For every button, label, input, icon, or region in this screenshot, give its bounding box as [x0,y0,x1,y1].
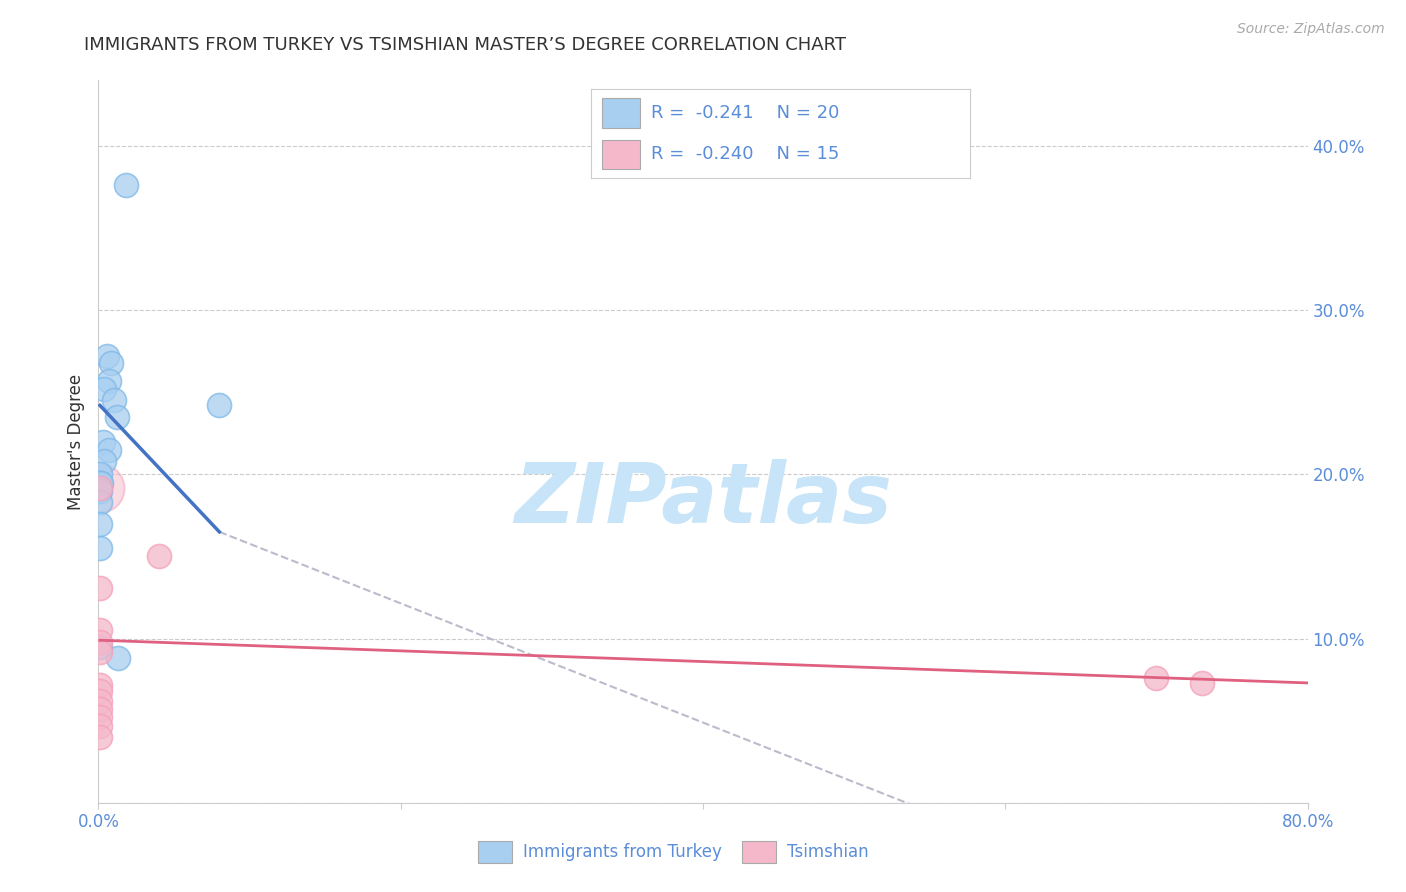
Point [107,651,129,665]
Point [89,481,111,495]
Point [208,398,231,412]
Point [89,710,111,724]
Point [89,483,111,498]
Point [91,434,114,449]
Point [89,467,111,482]
Point [89,730,111,744]
FancyBboxPatch shape [742,840,776,863]
Text: Tsimshian: Tsimshian [787,843,869,861]
Text: R =  -0.240    N = 15: R = -0.240 N = 15 [651,145,839,163]
Point [114,178,136,193]
Point [89,640,111,654]
Text: R =  -0.241    N = 20: R = -0.241 N = 20 [651,104,839,122]
Point [98,374,121,388]
Point [1191,676,1213,690]
Point [89,677,111,691]
Point [148,549,170,564]
Point [89,718,111,732]
Point [89,624,111,638]
Point [1144,671,1167,685]
Text: Source: ZipAtlas.com: Source: ZipAtlas.com [1237,22,1385,37]
Point [93,454,115,468]
Point [89,645,111,659]
Point [89,495,111,509]
Text: ZIPatlas: ZIPatlas [515,458,891,540]
Point [90,475,112,490]
Point [98,442,121,457]
Point [103,393,125,408]
Point [105,409,128,424]
Point [89,702,111,716]
Point [89,684,111,698]
Y-axis label: Master's Degree: Master's Degree [66,374,84,509]
Text: IMMIGRANTS FROM TURKEY VS TSIMSHIAN MASTER’S DEGREE CORRELATION CHART: IMMIGRANTS FROM TURKEY VS TSIMSHIAN MAST… [84,36,846,54]
FancyBboxPatch shape [602,98,640,128]
Point [89,475,111,490]
Point [89,541,111,556]
FancyBboxPatch shape [602,140,640,169]
Point [96,349,118,363]
Text: Immigrants from Turkey: Immigrants from Turkey [523,843,721,861]
Point [89,481,111,495]
FancyBboxPatch shape [478,840,512,863]
Point [93,382,115,396]
Point [89,581,111,595]
Point [100,356,122,370]
Point [89,516,111,531]
Point [89,635,111,649]
Point [89,694,111,708]
